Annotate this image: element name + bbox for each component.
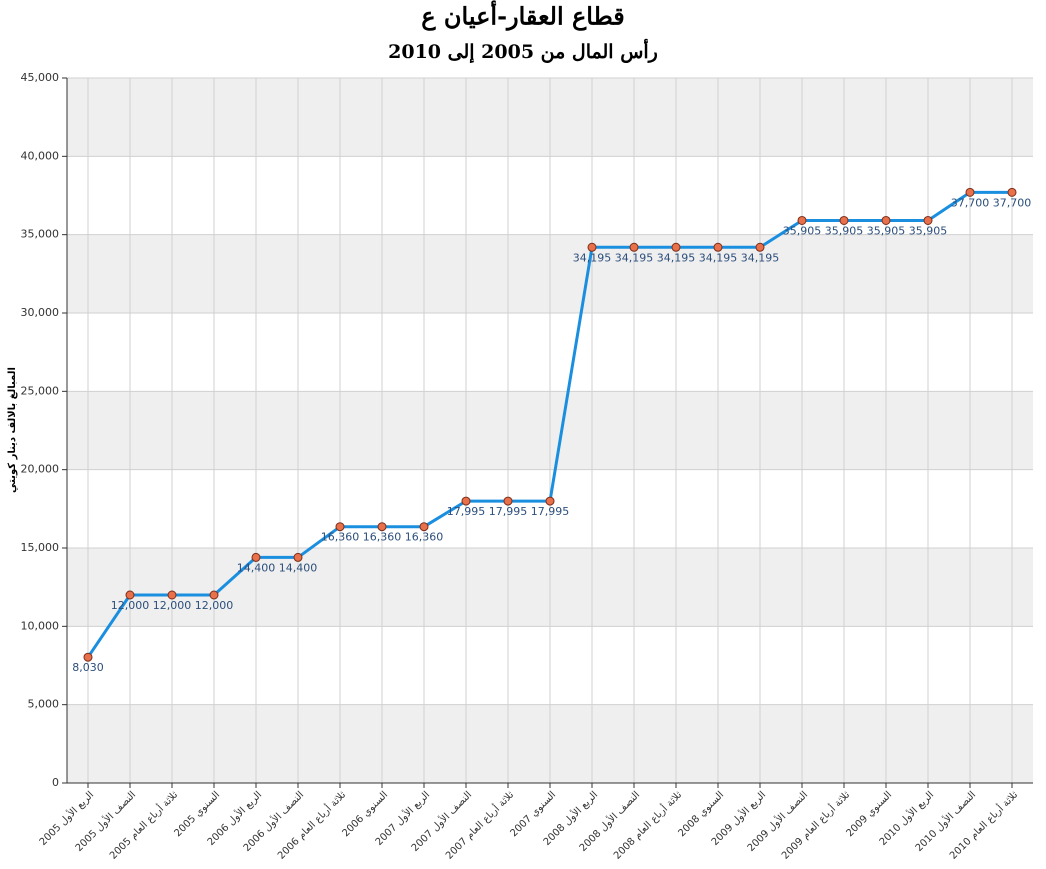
y-tick-label: 45,000: [21, 71, 60, 84]
data-point: [797, 215, 807, 225]
data-point: [839, 215, 849, 225]
data-label: 37,700: [993, 196, 1032, 209]
data-label: 12,000: [195, 599, 234, 612]
data-label: 16,360: [405, 531, 444, 544]
data-point: [587, 242, 597, 252]
data-label: 14,400: [279, 561, 318, 574]
y-axis-label: المبالغ بالالف دينار كويتي: [7, 367, 18, 493]
data-label: 35,905: [867, 224, 906, 237]
data-point: [209, 590, 219, 600]
data-point: [923, 215, 933, 225]
data-label: 34,195: [573, 251, 612, 264]
data-label: 14,400: [237, 561, 276, 574]
data-label: 37,700: [951, 196, 990, 209]
chart-title: قطاع العقار-أعيان ع: [421, 0, 625, 32]
y-tick-label: 20,000: [21, 463, 60, 476]
data-point: [419, 522, 429, 532]
x-tick-label: ثلاثة أرباع العام 2005: [107, 788, 181, 862]
x-tick-label: ثلاثة أرباع العام 2008: [611, 788, 685, 862]
data-point: [713, 242, 723, 252]
data-point: [335, 522, 345, 532]
data-point: [755, 242, 765, 252]
x-tick-label: ثلاثة أرباع العام 2006: [275, 788, 349, 862]
data-label: 16,360: [363, 531, 402, 544]
y-tick-label: 40,000: [21, 149, 60, 162]
y-tick-label: 30,000: [21, 306, 60, 319]
y-tick-label: 15,000: [21, 541, 60, 554]
data-label: 12,000: [111, 599, 150, 612]
y-tick-label: 0: [52, 776, 59, 789]
data-point: [251, 552, 261, 562]
x-tick-label: ثلاثة أرباع العام 2009: [779, 788, 853, 862]
data-label: 17,995: [531, 505, 570, 518]
data-point: [461, 496, 471, 506]
x-tick-label: ثلاثة أرباع العام 2010: [947, 788, 1021, 862]
data-point: [629, 242, 639, 252]
y-tick-label: 10,000: [21, 619, 60, 632]
data-label: 16,360: [321, 531, 360, 544]
data-label: 34,195: [699, 251, 738, 264]
data-label: 12,000: [153, 599, 192, 612]
data-label: 35,905: [783, 224, 822, 237]
data-point: [377, 522, 387, 532]
data-label: 17,995: [489, 505, 528, 518]
data-point: [671, 242, 681, 252]
data-label: 17,995: [447, 505, 486, 518]
y-tick-label: 35,000: [21, 228, 60, 241]
data-point: [1007, 187, 1017, 197]
data-label: 35,905: [909, 224, 948, 237]
chart-subtitle: رأس المال من 2005 إلى 2010: [388, 38, 658, 64]
y-tick-label: 25,000: [21, 384, 60, 397]
data-point: [881, 215, 891, 225]
data-label: 34,195: [741, 251, 780, 264]
data-point: [545, 496, 555, 506]
y-tick-label: 5,000: [28, 698, 60, 711]
data-point: [293, 552, 303, 562]
data-label: 35,905: [825, 224, 864, 237]
data-point: [965, 187, 975, 197]
data-label: 34,195: [657, 251, 696, 264]
data-point: [83, 652, 93, 662]
data-point: [125, 590, 135, 600]
data-label: 8,030: [72, 661, 104, 674]
data-point: [503, 496, 513, 506]
data-point: [167, 590, 177, 600]
data-label: 34,195: [615, 251, 654, 264]
x-tick-label: ثلاثة أرباع العام 2007: [443, 788, 517, 862]
